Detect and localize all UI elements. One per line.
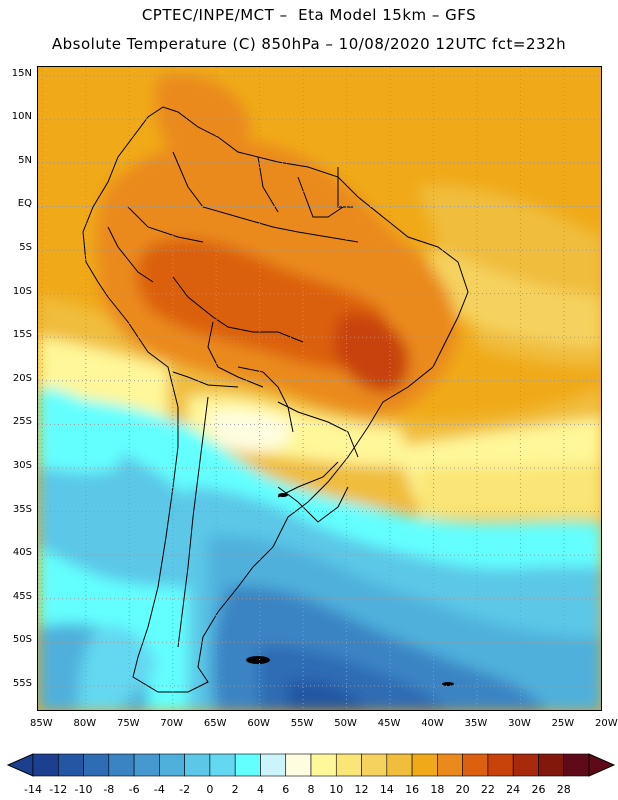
colorbar-swatch xyxy=(437,753,463,777)
longitude-label: 45W xyxy=(377,718,401,729)
colorbar-label: -14 xyxy=(24,783,42,796)
longitude-label: 30W xyxy=(508,718,531,729)
latitude-label: 25S xyxy=(12,416,32,428)
map-title-line-1: CPTEC/INPE/MCT – Eta Model 15km – GFS xyxy=(141,6,477,24)
colorbar-label: 28 xyxy=(556,783,571,796)
map-title-line-2: Absolute Temperature (C) 850hPa – 10/08/… xyxy=(51,35,567,53)
colorbar-swatch xyxy=(209,753,236,777)
latitude-label: 45S xyxy=(12,590,32,602)
colorbar-label: 14 xyxy=(379,783,394,796)
colorbar-label: 8 xyxy=(307,783,315,796)
latitude-label: 20S xyxy=(12,372,32,384)
colorbar-swatch xyxy=(538,753,565,777)
colorbar-swatch xyxy=(285,753,312,777)
longitude-label: 40W xyxy=(421,718,444,729)
colorbar-swatch xyxy=(133,753,160,777)
colorbar-label: 12 xyxy=(354,783,369,796)
country-borders xyxy=(82,106,469,693)
colorbar-label: -12 xyxy=(49,783,68,796)
longitude-label: 75W xyxy=(116,718,140,729)
colorbar-swatch xyxy=(108,753,135,777)
colorbar-label: -6 xyxy=(128,783,140,796)
colorbar-label: 16 xyxy=(405,783,420,796)
colorbar xyxy=(0,752,618,800)
colorbar-label: -2 xyxy=(179,783,191,796)
colorbar-swatch xyxy=(512,753,539,777)
colorbar-label: 18 xyxy=(430,783,445,796)
latitude-label: 30S xyxy=(12,459,32,471)
latitude-label: EQ xyxy=(17,198,32,210)
latitude-label: 10N xyxy=(11,111,32,123)
colorbar-label: 24 xyxy=(506,783,521,796)
longitude-label: 60W xyxy=(247,718,270,729)
colorbar-swatch xyxy=(411,753,438,777)
longitude-label: 35W xyxy=(464,718,488,729)
colorbar-swatch xyxy=(83,753,110,777)
islands xyxy=(246,493,454,686)
colorbar-min-arrow xyxy=(6,753,34,777)
colorbar-swatch xyxy=(260,753,287,777)
colorbar-swatch xyxy=(462,753,489,777)
longitude-label: 50W xyxy=(334,718,357,729)
colorbar-label: 2 xyxy=(231,783,239,796)
colorbar-label: 0 xyxy=(206,783,214,796)
colorbar-swatch xyxy=(335,753,362,777)
colorbar-label: -4 xyxy=(153,783,165,796)
longitude-label: 85W xyxy=(30,718,53,729)
colorbar-swatch xyxy=(57,753,84,777)
latitude-label: 15S xyxy=(12,329,32,341)
colorbar-swatch xyxy=(234,753,261,777)
latitude-label: 40S xyxy=(12,547,32,559)
longitude-label: 55W xyxy=(290,718,314,729)
latitude-label: 55S xyxy=(12,677,32,689)
colorbar-swatch xyxy=(386,753,413,777)
colorbar-label: -8 xyxy=(103,783,115,796)
colorbar-swatch xyxy=(159,753,185,777)
longitude-label: 65W xyxy=(203,718,227,729)
colorbar-label: 6 xyxy=(282,783,290,796)
longitude-label: 25W xyxy=(551,718,575,729)
colorbar-label: 22 xyxy=(480,783,495,796)
latitude-label: 10S xyxy=(12,285,32,297)
colorbar-label: 26 xyxy=(531,783,546,796)
longitude-label: 70W xyxy=(160,718,184,729)
latitude-label: 50S xyxy=(12,634,32,646)
colorbar-label: 20 xyxy=(455,783,470,796)
temperature-map xyxy=(37,66,602,711)
colorbar-swatch xyxy=(32,753,59,777)
longitude-label: 80W xyxy=(73,718,97,729)
latitude-label: 35S xyxy=(12,503,32,515)
longitude-label: 20W xyxy=(595,718,618,729)
colorbar-label: -10 xyxy=(74,783,93,796)
latitude-label: 5S xyxy=(19,242,32,254)
colorbar-label: 10 xyxy=(329,783,344,796)
colorbar-swatch xyxy=(487,753,514,777)
colorbar-label: 4 xyxy=(256,783,264,796)
latitude-label: 5N xyxy=(18,154,32,166)
colorbar-max-arrow xyxy=(588,753,616,777)
colorbar-swatch xyxy=(361,753,388,777)
colorbar-swatch xyxy=(310,753,337,777)
colorbar-swatch xyxy=(184,753,211,777)
colorbar-swatch xyxy=(563,753,590,777)
latitude-label: 15N xyxy=(11,67,32,79)
